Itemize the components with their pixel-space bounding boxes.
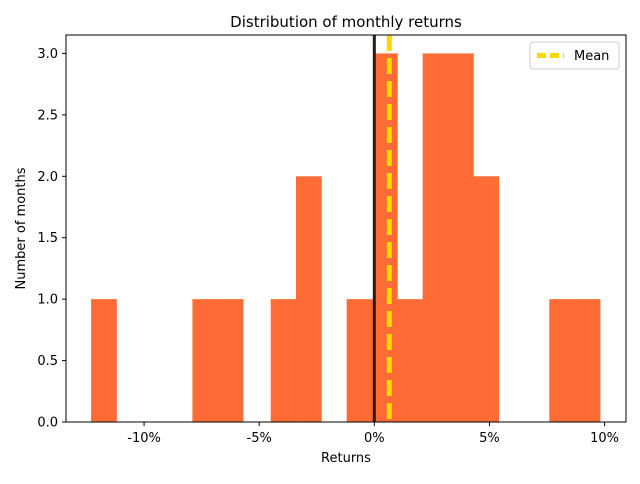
y-tick-label-5: 2.5: [37, 108, 58, 123]
histogram-bar-6: [374, 53, 398, 423]
x-tick-label-1: -5%: [247, 431, 272, 446]
histogram-bar-5: [346, 299, 375, 422]
y-axis-label: Number of months: [14, 167, 29, 289]
y-tick-label-1: 0.5: [37, 354, 58, 369]
chart-title: Distribution of monthly returns: [230, 13, 462, 31]
histogram-bar-8: [422, 53, 449, 423]
histogram-bar-11: [549, 299, 576, 422]
histogram-bar-2: [217, 299, 244, 422]
x-tick-label-4: 10%: [590, 431, 619, 446]
legend-box: [529, 41, 620, 70]
histogram-bar-0: [91, 299, 117, 422]
y-tick-label-2: 1.0: [37, 293, 58, 308]
x-tick-label-0: -10%: [127, 431, 161, 446]
x-tick-label-2: 0%: [364, 431, 385, 446]
x-axis-label: Returns: [321, 451, 371, 466]
histogram-bar-1: [192, 299, 219, 422]
plot-frame: [65, 34, 627, 423]
y-tick-label-6: 3.0: [37, 47, 58, 62]
histogram-bar-7: [397, 299, 424, 422]
y-tick-label-3: 1.5: [37, 231, 58, 246]
histogram-bar-9: [448, 53, 474, 423]
histogram-bar-3: [270, 299, 297, 422]
histogram-bar-10: [473, 176, 500, 422]
x-tick-label-3: 5%: [479, 431, 500, 446]
legend-mean-label: Mean: [574, 49, 609, 64]
y-tick-label-0: 0.0: [37, 416, 58, 431]
histogram-bar-12: [574, 299, 601, 422]
y-tick-label-4: 2.0: [37, 170, 58, 185]
histogram-bar-4: [296, 176, 322, 422]
